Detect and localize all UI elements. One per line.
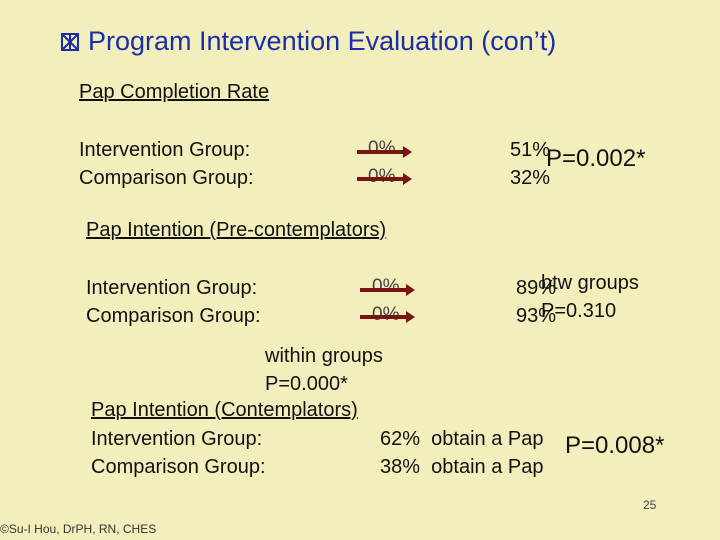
arrow-icon <box>357 146 412 185</box>
section2-btw-label: btw groups <box>541 272 639 294</box>
page-number: 25 <box>643 498 657 512</box>
section3-row1-value: 62% obtain a Pap <box>380 428 544 450</box>
section2-btw-p: P=0.310 <box>541 300 617 322</box>
section2-row2-label: Comparison Group: <box>86 305 261 327</box>
section1-row2-post: 32% <box>510 167 551 189</box>
slide-title: Program Intervention Evaluation (con’t) <box>60 26 556 57</box>
section1-heading: Pap Completion Rate <box>79 81 270 103</box>
section3-heading: Pap Intention (Contemplators) <box>91 399 358 421</box>
section2-heading: Pap Intention (Pre-contemplators) <box>86 219 387 241</box>
section2-within-p: P=0.000* <box>265 373 348 395</box>
section2-row1-post: 89% <box>516 277 557 299</box>
section2-row2-post: 93% <box>516 305 557 327</box>
section3-row1-label: Intervention Group: <box>91 428 263 450</box>
slide-title-text: Program Intervention Evaluation (con’t) <box>88 26 557 56</box>
section1-row1-post: 51% <box>510 139 551 161</box>
section1-p-value: P=0.002* <box>546 145 646 172</box>
cross-box-icon <box>60 28 80 51</box>
section2-row1-label: Intervention Group: <box>86 277 258 299</box>
section2-row2-pre: 0% <box>372 304 400 325</box>
section3-p-value: P=0.008* <box>565 432 665 459</box>
section2-within-label: within groups <box>265 345 383 367</box>
section1-row2-pre: 0% <box>368 166 396 187</box>
section3-row2-label: Comparison Group: <box>91 456 266 478</box>
section3-row2-value: 38% obtain a Pap <box>380 456 544 478</box>
copyright-footer: ©Su-I Hou, DrPH, RN, CHES <box>0 522 157 536</box>
section1-row1-label: Intervention Group: <box>79 139 251 161</box>
arrow-icon <box>360 284 415 323</box>
section1-row2-label: Comparison Group: <box>79 167 254 189</box>
